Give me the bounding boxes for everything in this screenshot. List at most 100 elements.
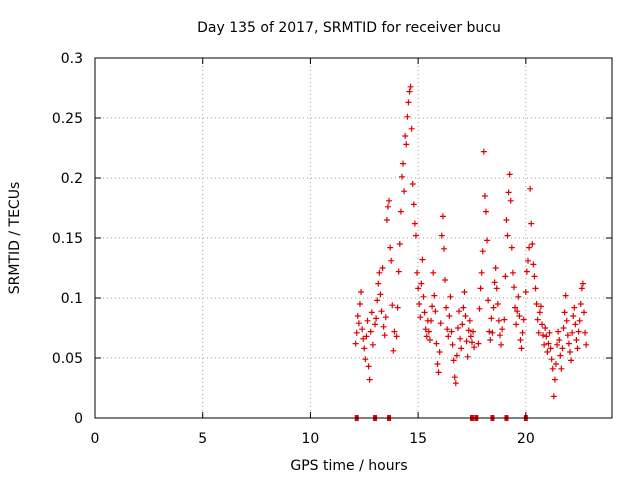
data-point [393,333,400,340]
data-point [532,285,539,292]
data-point [458,345,465,352]
data-point [578,285,585,292]
data-point [430,269,437,276]
data-point [402,133,409,139]
data-point [562,292,569,299]
data-point [480,148,487,155]
data-point [422,326,429,333]
data-point [372,321,379,328]
data-point [496,332,503,339]
data-point [485,297,492,304]
data-point [361,345,368,352]
data-point [579,280,586,287]
data-point [506,171,513,178]
grid-lines [95,58,612,418]
data-point [577,301,584,307]
data-point [504,232,511,239]
data-point [411,220,418,227]
data-point [415,285,422,292]
data-point [505,189,512,196]
data-point [355,320,362,327]
data-point [541,341,548,348]
data-point [560,325,567,331]
data-point [481,193,488,199]
data-point [412,232,419,239]
data-point [386,197,393,204]
data-point [493,285,500,292]
data-point [467,333,474,340]
data-point [516,313,523,319]
data-point [436,349,443,355]
data-point [363,333,370,340]
data-point [439,213,446,220]
data-point [366,376,373,383]
chart-title: Day 135 of 2017, SRMTID for receiver buc… [197,20,501,36]
data-point [395,268,402,275]
data-point [546,329,553,336]
data-point [434,361,441,367]
data-point [502,273,509,280]
data-point [510,284,517,291]
data-point [528,220,535,227]
data-point [576,317,583,324]
data-point [451,374,458,381]
data-point [571,304,578,311]
data-point [538,321,545,328]
data-point [453,352,460,359]
data-point [354,313,361,319]
data-point [431,292,438,299]
data-point [570,313,577,319]
data-point [377,291,384,298]
data-point [360,335,367,342]
data-point [378,308,385,315]
data-point [583,341,590,348]
data-point [561,309,568,316]
data-point [470,328,477,335]
data-point [548,356,555,363]
data-point [569,329,576,336]
data-point [409,181,416,187]
data-point [463,338,470,345]
data-point [387,244,394,251]
data-point [362,356,369,363]
y-tick-label: 0.2 [61,171,83,187]
data-point [547,345,554,352]
data-point [358,289,365,295]
data-point [417,314,424,321]
data-point [512,304,519,311]
y-tick-label: 0.05 [52,351,83,367]
data-point [574,345,581,352]
data-point [449,341,456,348]
data-point [519,329,526,336]
data-point [551,376,558,383]
data-point [491,279,498,286]
data-point [423,333,430,340]
data-point [426,337,433,343]
data-point [435,369,442,376]
data-point [531,273,538,280]
data-point [489,329,496,336]
data-point [466,317,473,324]
x-tick-label: 5 [198,431,207,447]
data-point [537,303,544,310]
data-point [374,297,381,304]
data-point [534,316,541,323]
data-point [396,241,403,247]
data-point [535,329,542,336]
x-axis-label: GPS time / hours [290,458,407,474]
data-point [373,315,380,322]
y-tick-label: 0.15 [52,231,83,247]
data-point [356,301,363,307]
data-point [368,309,375,316]
data-point [513,321,520,328]
data-point [406,88,413,95]
data-point [450,357,457,364]
data-point [445,333,452,340]
data-point [501,316,508,323]
data-point [407,83,414,90]
data-point [482,208,489,215]
data-point [397,208,404,215]
data-point [459,321,466,328]
data-point [384,203,391,210]
